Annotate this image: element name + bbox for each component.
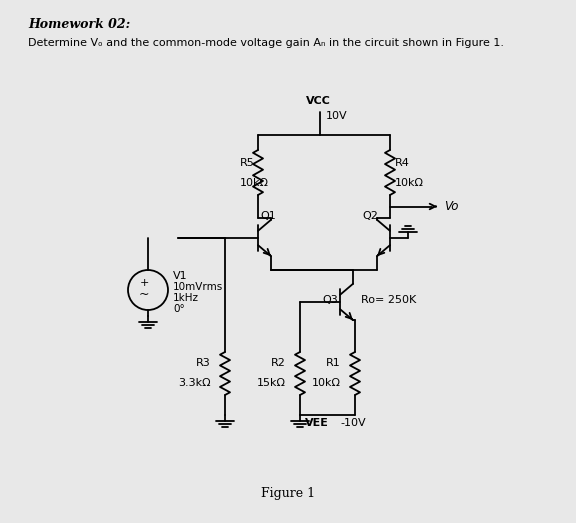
Text: 10mVrms: 10mVrms bbox=[173, 282, 223, 292]
Text: +: + bbox=[139, 278, 149, 288]
Text: 15kΩ: 15kΩ bbox=[257, 379, 286, 389]
Text: 10V: 10V bbox=[326, 111, 348, 121]
Text: Homework 02:: Homework 02: bbox=[28, 18, 130, 31]
Text: Q3: Q3 bbox=[322, 295, 338, 305]
Text: Ro= 250K: Ro= 250K bbox=[361, 295, 416, 305]
Text: 0°: 0° bbox=[173, 304, 185, 314]
Text: R3: R3 bbox=[196, 358, 211, 369]
Text: Vo: Vo bbox=[444, 200, 458, 213]
Text: R5: R5 bbox=[240, 158, 255, 168]
Text: 10kΩ: 10kΩ bbox=[312, 379, 341, 389]
Text: V1: V1 bbox=[173, 271, 188, 281]
Text: VEE: VEE bbox=[305, 418, 329, 428]
Text: R2: R2 bbox=[271, 358, 286, 369]
Text: Q1: Q1 bbox=[260, 211, 276, 221]
Text: 10kΩ: 10kΩ bbox=[240, 178, 269, 188]
Text: Q2: Q2 bbox=[362, 211, 378, 221]
Text: R4: R4 bbox=[395, 158, 410, 168]
Text: R1: R1 bbox=[326, 358, 341, 369]
Text: Determine Vₒ and the common-mode voltage gain Aₙ in the circuit shown in Figure : Determine Vₒ and the common-mode voltage… bbox=[28, 38, 504, 48]
Text: 10kΩ: 10kΩ bbox=[395, 178, 424, 188]
Text: VCC: VCC bbox=[305, 96, 331, 106]
Text: ~: ~ bbox=[139, 288, 149, 301]
Text: -10V: -10V bbox=[340, 418, 366, 428]
Text: Figure 1: Figure 1 bbox=[261, 486, 315, 499]
Text: 3.3kΩ: 3.3kΩ bbox=[179, 379, 211, 389]
Text: 1kHz: 1kHz bbox=[173, 293, 199, 303]
